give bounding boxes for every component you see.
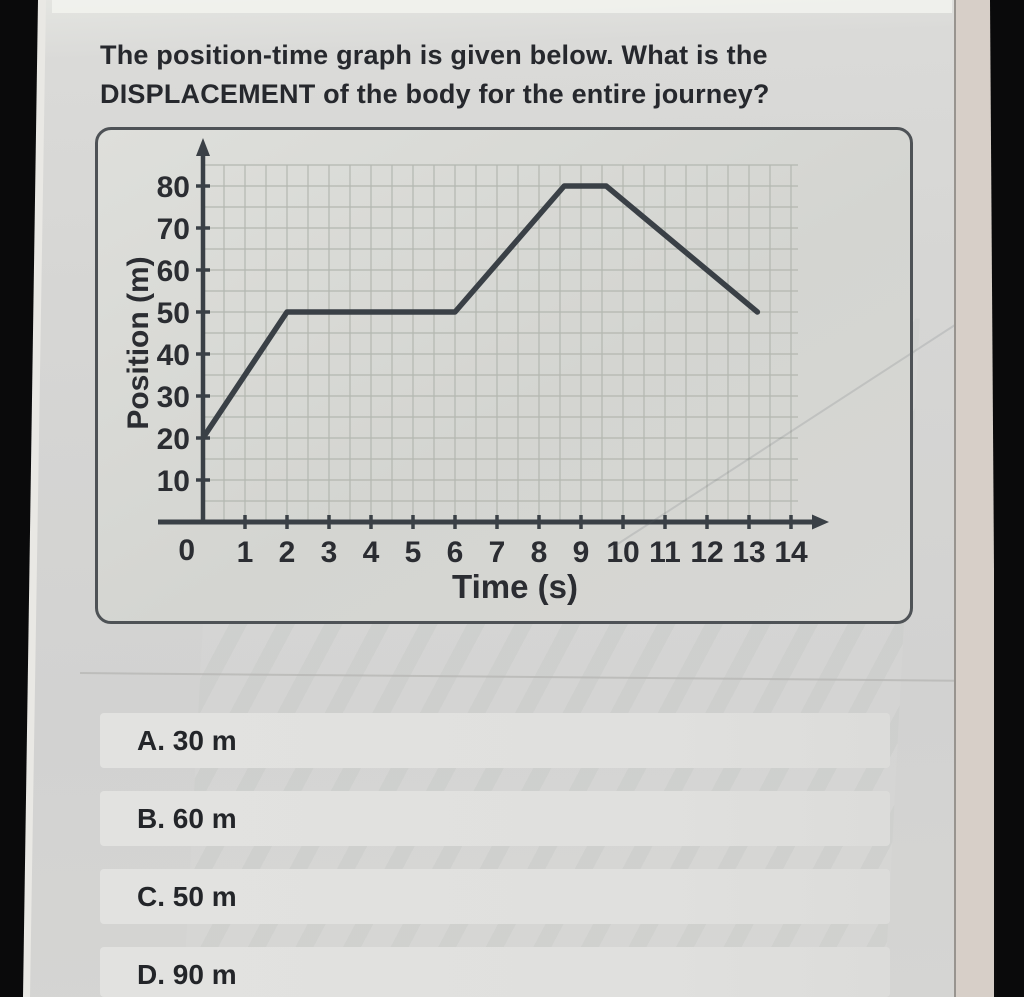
svg-text:20: 20 [157,423,190,456]
svg-text:70: 70 [157,213,190,246]
position-time-chart: 1 2 3 4 5 6 7 8 9 10 11 12 13 1410203040506070800Time… [122,138,829,605]
svg-text:80: 80 [157,171,190,204]
svg-text:4: 4 [363,536,380,569]
svg-text:7: 7 [489,536,506,569]
svg-text:5: 5 [405,536,422,569]
svg-text:6: 6 [447,536,464,569]
question-line-2: DISPLACEMENT of the body for the entire … [100,79,770,109]
answer-option-b[interactable]: B. 60 m [100,791,890,846]
axis-titles: Time (s) Position (m) [122,256,578,605]
position-curve [200,183,761,441]
section-divider [80,672,985,682]
answer-option-d[interactable]: D. 90 m [100,947,890,997]
answer-option-c-label: C. 50 m [137,881,237,912]
y-axis-title: Position (m) [122,256,155,429]
right-screen-edge [954,0,994,997]
svg-text:40: 40 [157,339,190,372]
svg-text:11: 11 [649,536,681,569]
question-line-1: The position-time graph is given below. … [100,40,768,70]
position-time-graph-card: 1 2 3 4 5 6 7 8 9 10 11 12 13 14 10 20 30 40 50 60 70 80 0 Time… [95,127,913,624]
right-bezel [990,0,1024,997]
question-text: The position-time graph is given below. … [100,36,890,114]
svg-text:10: 10 [157,465,190,498]
x-axis-title: Time (s) [452,568,578,605]
axes [158,138,829,530]
svg-text:12: 12 [690,536,723,569]
svg-text:30: 30 [157,381,190,414]
svg-text:1: 1 [237,536,254,569]
phone-screen: The position-time graph is given below. … [22,0,992,997]
answer-option-c[interactable]: C. 50 m [100,869,890,924]
svg-text:10: 10 [606,536,639,569]
svg-text:8: 8 [531,536,548,569]
svg-text:0: 0 [178,534,195,567]
svg-text:14: 14 [774,536,808,569]
answer-option-b-label: B. 60 m [137,803,237,834]
svg-text:2: 2 [279,536,296,569]
screen-top-glare [52,0,952,13]
svg-text:60: 60 [157,255,190,288]
svg-text:3: 3 [321,536,338,569]
svg-text:9: 9 [573,536,590,569]
svg-text:50: 50 [157,297,190,330]
svg-text:13: 13 [732,536,765,569]
answer-option-a-label: A. 30 m [137,725,237,756]
answer-option-d-label: D. 90 m [137,959,237,990]
grid-lines [203,164,798,522]
answer-option-a[interactable]: A. 30 m [100,713,890,768]
